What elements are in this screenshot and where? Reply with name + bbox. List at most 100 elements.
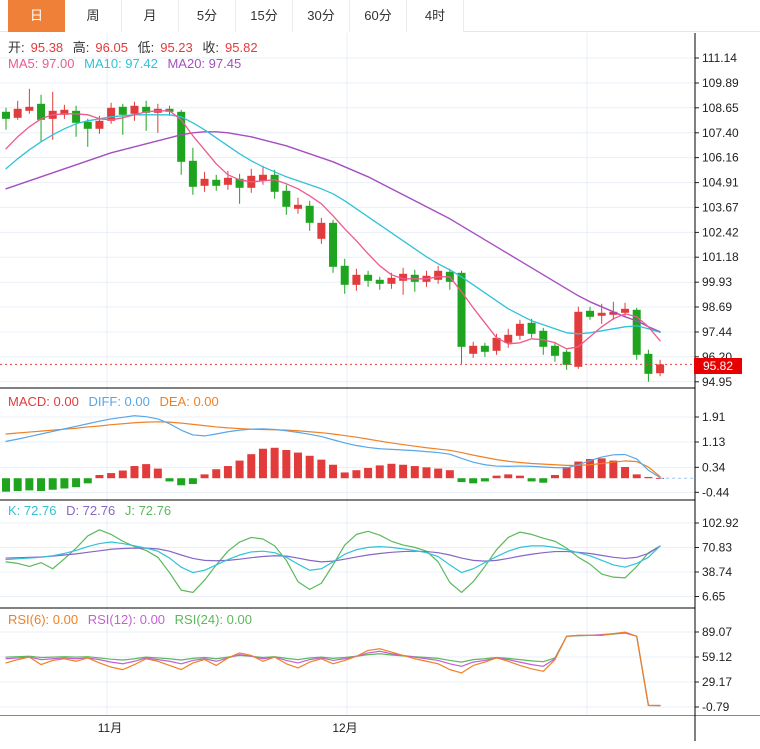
candle-body — [375, 279, 384, 284]
rsi-axis-tick-label: -0.79 — [702, 700, 730, 714]
rsi24-line — [5, 632, 661, 707]
macd-hist-bar — [550, 475, 559, 479]
macd-hist-bar — [445, 470, 454, 479]
macd-hist-bar — [364, 467, 373, 479]
timeframe-tabbar: 日周月 5分 15分 30分 60分 4时 — [0, 0, 760, 32]
ohlc-legend: 开: 95.38 高: 96.05 低: 95.23 收: 95.82 — [8, 37, 264, 56]
macd-hist-bar — [399, 464, 408, 479]
candle-body — [329, 222, 338, 267]
tab-month[interactable]: 月 — [122, 0, 179, 32]
macd-hist-bar — [212, 469, 221, 479]
macd-hist-bar — [153, 468, 162, 479]
tab-30min[interactable]: 30分 — [293, 0, 350, 32]
macd-hist-bar — [492, 475, 501, 479]
price-axis-tick-label: 111.14 — [702, 51, 737, 65]
rsi6-value: RSI(6): 0.00 — [8, 612, 79, 627]
macd-value: MACD: 0.00 — [8, 394, 79, 409]
tab-day[interactable]: 日 — [8, 0, 65, 32]
low-label: 低: — [137, 40, 155, 55]
macd-hist-bar — [235, 460, 244, 479]
j-line — [5, 529, 661, 594]
candle-body — [515, 323, 524, 336]
candle-body — [352, 274, 361, 285]
candle-body — [142, 106, 151, 113]
tab-week[interactable]: 周 — [65, 0, 122, 32]
macd-hist-bar — [434, 468, 443, 479]
price-axis-tick-label: 103.67 — [702, 200, 739, 214]
macd-hist-bar — [95, 475, 104, 479]
macd-hist-bar — [165, 478, 174, 482]
x-axis-month-label: 12月 — [332, 721, 357, 735]
macd-hist-bar — [515, 475, 524, 479]
macd-hist-bar — [305, 455, 314, 479]
last-price-badge: 95.82 — [694, 358, 742, 374]
ma-legend: MA5: 97.00 MA10: 97.42 MA20: 97.45 — [8, 56, 247, 71]
macd-hist-bar — [586, 458, 594, 479]
candle-body — [480, 345, 489, 352]
candle-body — [527, 322, 536, 334]
close-label: 收: — [202, 40, 220, 55]
macd-axis-tick-label: 1.91 — [702, 410, 726, 424]
macd-hist-bar — [352, 470, 361, 479]
diff-value: DIFF: 0.00 — [88, 394, 150, 409]
macd-hist-bar — [25, 478, 34, 491]
macd-hist-bar — [247, 454, 256, 479]
candle-body — [13, 108, 22, 118]
rsi-legend: RSI(6): 0.00 RSI(12): 0.00 RSI(24): 0.00 — [8, 612, 258, 627]
macd-hist-bar — [2, 478, 10, 492]
open-label: 开: — [8, 40, 25, 55]
candle-body — [387, 277, 396, 284]
macd-hist-bar — [294, 452, 302, 479]
candle-body — [37, 103, 46, 120]
macd-hist-bar — [621, 467, 630, 479]
candle-body — [25, 106, 34, 111]
macd-hist-bar — [223, 466, 232, 479]
kdj-axis-tick-label: 102.92 — [702, 516, 739, 530]
candle-body — [434, 270, 443, 280]
macd-hist-bar — [200, 474, 209, 479]
candle-body — [130, 105, 139, 114]
kdj-axis-tick-label: 6.65 — [702, 590, 726, 604]
dea-line — [5, 421, 661, 478]
kdj-axis-tick-label: 38.74 — [702, 565, 732, 579]
macd-hist-bar — [329, 464, 338, 479]
tab-5min[interactable]: 5分 — [179, 0, 236, 32]
macd-hist-bar — [597, 458, 606, 479]
j-value: J: 72.76 — [124, 503, 172, 518]
macd-hist-bar — [13, 478, 22, 492]
tab-4hour[interactable]: 4时 — [407, 0, 464, 32]
macd-hist-bar — [37, 478, 46, 492]
candle-body — [632, 309, 641, 355]
macd-hist-bar — [72, 478, 81, 488]
macd-hist-bar — [527, 478, 536, 482]
price-axis-tick-label: 108.65 — [702, 101, 739, 115]
tab-15min[interactable]: 15分 — [236, 0, 293, 32]
candle-body — [340, 265, 349, 285]
k-line — [5, 541, 661, 574]
price-axis-tick-label: 109.89 — [702, 76, 739, 90]
macd-hist-bar — [539, 478, 548, 483]
candle-body — [200, 178, 209, 186]
candle-body — [317, 222, 326, 239]
open-value: 95.38 — [30, 40, 64, 55]
candle-body — [212, 179, 221, 186]
ma5-line — [5, 110, 661, 350]
macd-hist-bar — [258, 448, 267, 479]
ma5-legend: MA5: 97.00 — [8, 56, 75, 71]
macd-axis-tick-label: -0.44 — [702, 485, 730, 499]
candle-body — [492, 337, 501, 351]
candle-body — [2, 111, 10, 119]
macd-hist-bar — [457, 478, 466, 483]
candle-body — [118, 106, 127, 115]
candle-body — [177, 111, 186, 162]
price-axis-tick-label: 98.69 — [702, 300, 732, 314]
high-label: 高: — [72, 40, 90, 55]
candle-body — [364, 274, 373, 281]
ma20-legend: MA20: 97.45 — [167, 56, 242, 71]
macd-hist-bar — [609, 460, 618, 479]
macd-hist-bar — [282, 450, 291, 479]
tab-60min[interactable]: 60分 — [350, 0, 407, 32]
macd-hist-bar — [188, 478, 197, 484]
price-axis-tick-label: 99.93 — [702, 275, 732, 289]
